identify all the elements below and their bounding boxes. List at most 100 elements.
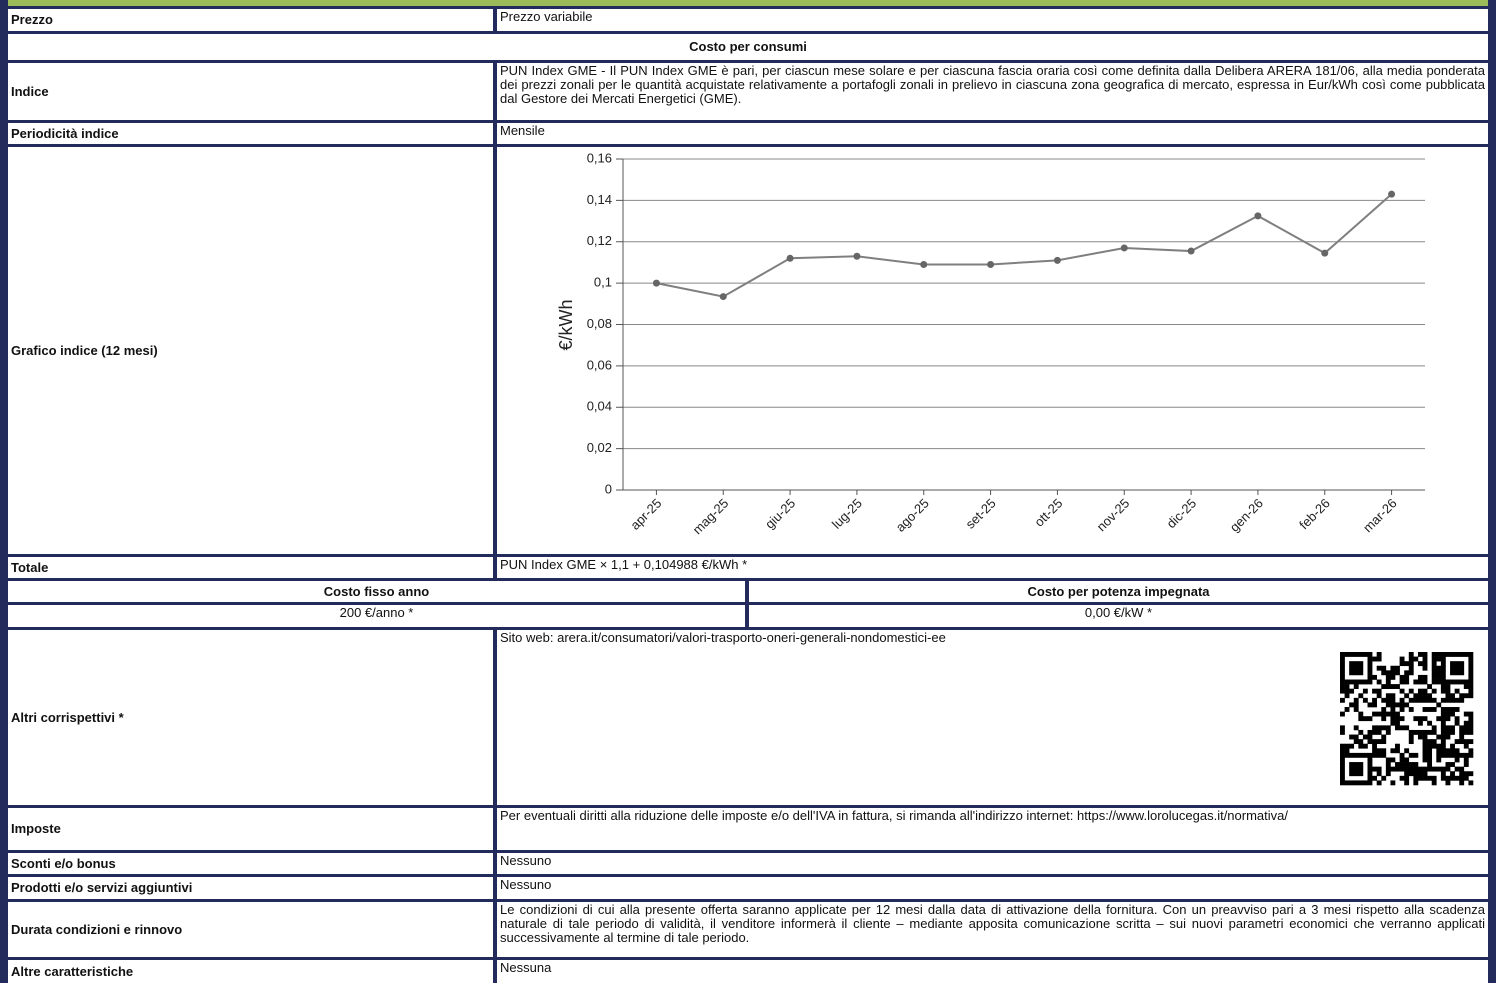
qr-module xyxy=(1390,720,1396,726)
qr-module xyxy=(1353,725,1359,731)
qr-module xyxy=(1353,739,1359,745)
qr-module xyxy=(1372,711,1377,717)
qr-module xyxy=(1390,757,1396,763)
qr-module xyxy=(1404,766,1410,772)
qr-module xyxy=(1358,780,1364,786)
qr-module xyxy=(1362,652,1368,657)
x-tick-label: set-25 xyxy=(963,496,999,532)
qr-module xyxy=(1367,762,1373,767)
qr-module xyxy=(1431,780,1437,786)
value: PUN Index GME - Il PUN Index GME è pari,… xyxy=(497,63,1488,120)
qr-module xyxy=(1358,711,1364,717)
qr-module xyxy=(1468,674,1474,680)
qr-module xyxy=(1436,752,1442,758)
qr-module xyxy=(1344,688,1350,694)
qr-module xyxy=(1367,734,1373,740)
qr-module xyxy=(1344,707,1350,712)
qr-module xyxy=(1399,775,1405,781)
qr-module xyxy=(1440,729,1446,735)
qr-module xyxy=(1459,679,1465,685)
qr-module xyxy=(1440,720,1446,726)
qr-module xyxy=(1450,665,1455,671)
qr-module xyxy=(1440,707,1446,712)
label: Sconti e/o bonus xyxy=(8,853,493,874)
qr-module xyxy=(1459,766,1465,772)
qr-module xyxy=(1349,766,1355,772)
qr-module xyxy=(1349,670,1355,676)
qr-module xyxy=(1450,748,1455,754)
qr-module xyxy=(1427,684,1433,689)
qr-module xyxy=(1340,711,1345,717)
label: Imposte xyxy=(8,808,493,850)
y-axis-label: €/kWh xyxy=(556,299,576,350)
qr-module xyxy=(1395,702,1400,708)
column-title: Costo fisso anno xyxy=(8,581,745,602)
qr-module xyxy=(1376,688,1382,694)
qr-module xyxy=(1431,725,1437,731)
qr-module xyxy=(1454,720,1460,726)
qr-module xyxy=(1454,766,1460,772)
qr-module xyxy=(1417,652,1423,657)
qr-module xyxy=(1353,734,1359,740)
qr-module xyxy=(1459,780,1465,786)
qr-module xyxy=(1408,771,1414,777)
qr-module xyxy=(1422,739,1428,745)
qr-module xyxy=(1381,670,1387,676)
qr-module xyxy=(1340,752,1345,758)
qr-module xyxy=(1349,743,1355,749)
qr-module xyxy=(1440,739,1446,745)
qr-module xyxy=(1417,771,1423,777)
qr-module xyxy=(1395,684,1400,689)
marker xyxy=(1321,249,1329,257)
qr-module xyxy=(1450,711,1455,717)
qr-module xyxy=(1390,665,1396,671)
qr-module xyxy=(1367,656,1373,662)
qr-module xyxy=(1395,670,1400,676)
qr-module xyxy=(1372,697,1377,703)
qr-module xyxy=(1427,729,1433,735)
qr-module xyxy=(1454,739,1460,745)
qr-module xyxy=(1417,720,1423,726)
qr-module xyxy=(1445,780,1451,786)
qr-module xyxy=(1358,652,1364,657)
qr-module xyxy=(1431,697,1437,703)
qr-module xyxy=(1362,716,1368,722)
qr-module xyxy=(1385,670,1391,676)
qr-module xyxy=(1440,661,1446,667)
qr-module xyxy=(1454,670,1460,676)
qr-module xyxy=(1431,729,1437,735)
qr-module xyxy=(1367,702,1373,708)
qr-module xyxy=(1436,766,1442,772)
qr-module xyxy=(1463,739,1469,745)
qr-module xyxy=(1427,757,1433,763)
qr-module xyxy=(1454,665,1460,671)
qr-module xyxy=(1399,674,1405,680)
qr-module xyxy=(1349,661,1355,667)
qr-module xyxy=(1381,775,1387,781)
qr-module xyxy=(1436,743,1442,749)
qr-module xyxy=(1445,697,1451,703)
marker xyxy=(1053,256,1061,264)
qr-module xyxy=(1422,766,1428,772)
qr-module xyxy=(1404,702,1410,708)
qr-module xyxy=(1422,674,1428,680)
qr-module xyxy=(1395,725,1400,731)
qr-module xyxy=(1454,688,1460,694)
qr-module xyxy=(1340,656,1345,662)
qr-module xyxy=(1390,697,1396,703)
qr-module xyxy=(1450,652,1455,657)
qr-module xyxy=(1340,775,1345,781)
qr-module xyxy=(1422,656,1428,662)
qr-module xyxy=(1340,674,1345,680)
qr-module xyxy=(1353,652,1359,657)
qr-module xyxy=(1376,739,1382,745)
qr-module xyxy=(1399,716,1405,722)
qr-module xyxy=(1454,716,1460,722)
qr-module xyxy=(1395,762,1400,767)
qr-module xyxy=(1353,752,1359,758)
qr-module xyxy=(1353,684,1359,689)
qr-module xyxy=(1353,702,1359,708)
qr-module xyxy=(1445,688,1451,694)
qr-module xyxy=(1445,652,1451,657)
qr-module xyxy=(1367,771,1373,777)
